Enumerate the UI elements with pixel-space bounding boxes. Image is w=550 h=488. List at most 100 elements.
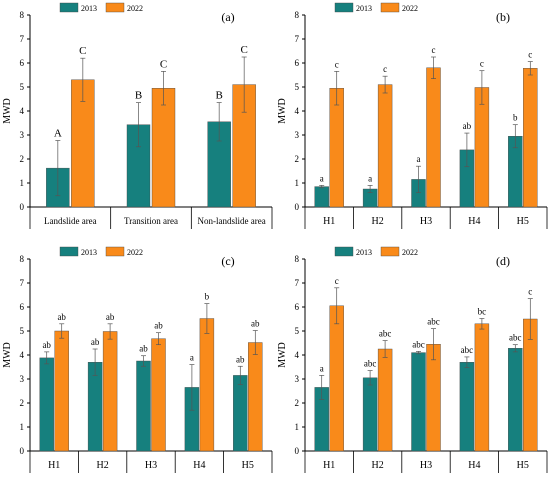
bar-2022 — [377, 84, 393, 208]
bar-2022 — [199, 318, 215, 452]
y-tick-label: 2 — [295, 154, 300, 164]
y-tick-label: 2 — [295, 398, 300, 408]
category-label: H3 — [420, 216, 432, 227]
y-tick-label: 8 — [295, 254, 300, 264]
significance-label: abc — [461, 345, 474, 355]
legend-label: 2022 — [402, 4, 418, 13]
chart-panel-d: 0 1 2 3 4 5 6 7 8 MWD H1 H2 H3 H4 H5 a abc abc abc abc c abc a… — [277, 246, 548, 473]
y-tick-label: 7 — [295, 34, 300, 44]
significance-label: ab — [106, 312, 115, 322]
significance-label: b — [205, 292, 210, 302]
significance-label: ab — [42, 340, 51, 350]
y-tick-label: 5 — [20, 82, 25, 92]
panel-label: (d) — [496, 254, 510, 268]
significance-label: c — [335, 59, 339, 69]
category-label: H2 — [371, 216, 383, 227]
significance-label: C — [240, 44, 247, 56]
bar-2022 — [102, 331, 118, 452]
legend: 2013 2022 — [334, 246, 418, 257]
legend-swatch-2022 — [380, 2, 400, 13]
legend-label: 2022 — [402, 248, 418, 257]
y-tick-label: 6 — [295, 302, 300, 312]
significance-label: B — [135, 90, 142, 102]
bar-2013 — [233, 375, 248, 452]
category-label: H3 — [420, 460, 432, 471]
y-tick-label: 0 — [295, 202, 300, 212]
y-tick-label: 7 — [295, 278, 300, 288]
panel-label: (b) — [496, 10, 510, 24]
bar-2013 — [39, 357, 54, 452]
category-label: H5 — [242, 460, 254, 471]
legend-label: 2013 — [356, 248, 372, 257]
significance-label: c — [383, 64, 387, 74]
significance-label: c — [480, 59, 484, 69]
y-tick-label: 4 — [20, 106, 25, 116]
bar-2022 — [426, 343, 441, 452]
bar-2013 — [136, 360, 151, 452]
bar-2022 — [54, 330, 69, 452]
bar-2022 — [523, 68, 538, 208]
bar-2022 — [377, 348, 393, 452]
y-tick-label: 2 — [20, 154, 25, 164]
y-axis-label: MWD — [2, 98, 13, 124]
panel-label: (c) — [221, 254, 234, 268]
y-axis-label: MWD — [2, 342, 13, 368]
significance-label: ab — [139, 344, 148, 354]
y-tick-label: 8 — [20, 254, 25, 264]
significance-label: C — [160, 58, 167, 70]
bar-2022 — [151, 87, 176, 208]
y-tick-label: 3 — [20, 374, 25, 384]
category-label: H4 — [468, 216, 480, 227]
significance-label: c — [432, 45, 436, 55]
significance-label: abc — [427, 317, 440, 327]
category-label: Transition area — [124, 216, 178, 226]
category-label: H4 — [193, 460, 205, 471]
y-tick-label: 8 — [295, 10, 300, 20]
legend-label: 2013 — [356, 4, 372, 13]
category-label: Landslide area — [44, 216, 97, 226]
significance-label: ab — [91, 337, 100, 347]
significance-label: abc — [379, 329, 392, 339]
y-tick-label: 3 — [295, 130, 300, 140]
category-label: H1 — [323, 216, 335, 227]
bar-2013 — [362, 377, 378, 452]
bar-2022 — [474, 323, 490, 452]
legend: 2013 2022 — [334, 2, 418, 13]
significance-label: C — [79, 45, 86, 57]
y-tick-label: 5 — [20, 326, 25, 336]
significance-label: ab — [236, 354, 245, 364]
legend-swatch-2013 — [334, 246, 354, 257]
y-tick-label: 1 — [20, 422, 25, 432]
bar-2013 — [411, 352, 426, 452]
significance-label: B — [215, 90, 222, 102]
chart-panel-c: 0 1 2 3 4 5 6 7 8 MWD H1 H2 H3 H4 H5 ab ab ab a ab ab ab ab b ab… — [2, 246, 273, 473]
y-tick-label: 4 — [295, 350, 300, 360]
category-label: H1 — [48, 460, 60, 471]
legend: 2013 2022 — [59, 246, 143, 257]
category-label: H3 — [145, 460, 157, 471]
y-tick-label: 4 — [295, 106, 300, 116]
significance-label: abc — [509, 333, 522, 343]
y-tick-label: 1 — [295, 178, 300, 188]
y-tick-label: 7 — [20, 34, 25, 44]
bar-2013 — [459, 361, 475, 452]
legend-swatch-2013 — [59, 246, 79, 257]
significance-label: b — [513, 113, 518, 123]
legend-label: 2013 — [81, 4, 97, 13]
y-tick-label: 3 — [295, 374, 300, 384]
y-tick-label: 8 — [20, 10, 25, 20]
bar-2013 — [508, 348, 523, 452]
legend-swatch-2013 — [334, 2, 354, 13]
bar-2022 — [248, 342, 263, 452]
significance-label: abc — [364, 359, 377, 369]
y-tick-label: 7 — [20, 278, 25, 288]
significance-label: c — [528, 287, 532, 297]
bar-2013 — [314, 186, 329, 208]
y-tick-label: 1 — [295, 422, 300, 432]
legend-swatch-2013 — [59, 2, 79, 13]
y-tick-label: 5 — [295, 82, 300, 92]
panel-label: (a) — [221, 10, 234, 24]
category-label: H1 — [323, 460, 335, 471]
chart-panel-b: 0 1 2 3 4 5 6 7 8 MWD H1 H2 H3 H4 H5 a a a ab b c c c c c 2013 202… — [277, 2, 548, 229]
legend-swatch-2022 — [105, 246, 125, 257]
